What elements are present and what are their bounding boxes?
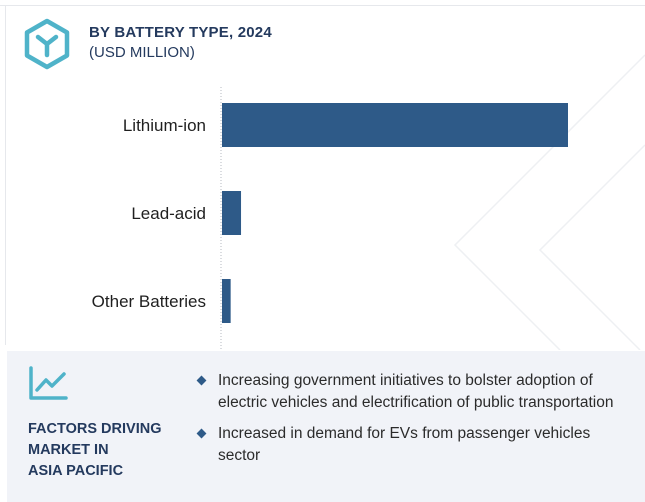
bar-lead-acid [222,191,242,235]
factors-heading: FACTORS DRIVING MARKET IN ASIA PACIFIC [28,419,193,482]
line-chart-icon [29,366,68,400]
factors-panel [7,351,645,502]
hexagon-y-icon [24,18,70,70]
factor-item: Increased in demand for EVs from passeng… [196,423,631,466]
factor-text: Increasing government initiatives to bol… [218,372,614,411]
bar-other-batteries [222,279,231,323]
factor-item: Increasing government initiatives to bol… [196,370,631,413]
category-label: Lithium-ion [123,116,206,135]
frame-divider-left [5,5,6,345]
factors-heading-line: FACTORS DRIVING [28,421,162,437]
factor-text: Increased in demand for EVs from passeng… [218,425,591,464]
background-chevron-decoration [453,54,645,350]
category-label: Lead-acid [131,204,206,223]
factors-list: Increasing government initiatives to bol… [196,370,631,476]
diamond-bullet-icon [196,375,207,386]
frame-divider-top [0,5,645,6]
diamond-bullet-icon [196,428,207,439]
category-label: Other Batteries [92,292,206,311]
chart-title: BY BATTERY TYPE, 2024 [89,24,272,41]
bar-lithium-ion [222,103,568,147]
factors-heading-line: ASIA PACIFIC [28,463,124,479]
chart-subtitle: (USD MILLION) [89,44,195,61]
bar-chart: Lithium-ion Lead-acid Other Batteries [92,87,568,350]
factors-heading-line: MARKET IN [28,442,109,458]
